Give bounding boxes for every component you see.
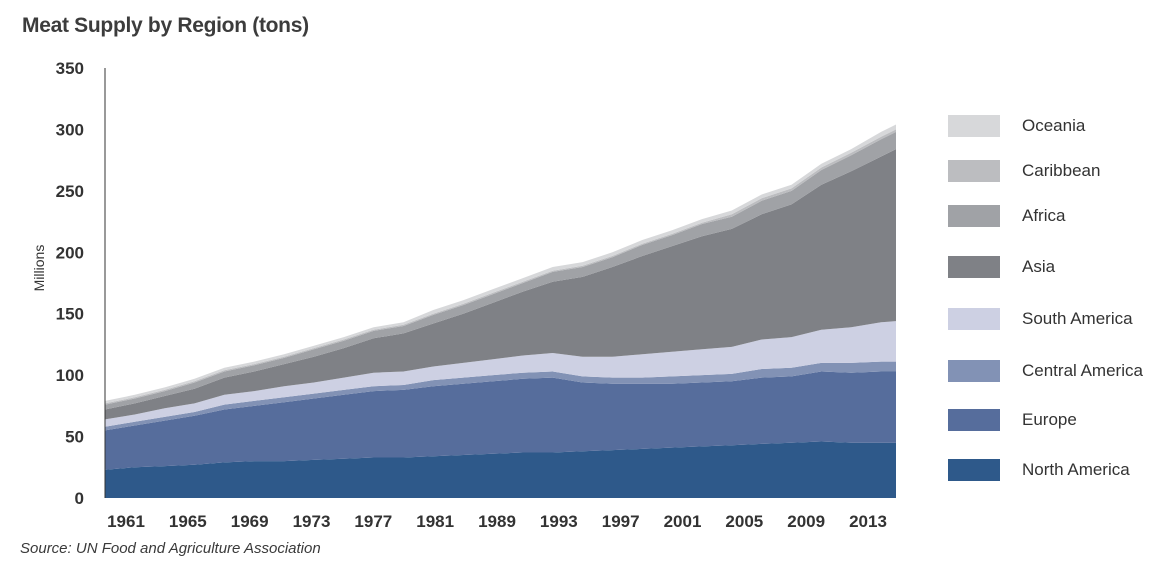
legend-label: Caribbean <box>1022 161 1101 180</box>
legend: Oceania Caribbean Africa Asia South America C… <box>948 0 1148 520</box>
legend-label: North America <box>1022 460 1130 479</box>
x-tick-label: 2001 <box>664 512 702 531</box>
x-tick-label: 1977 <box>354 512 392 531</box>
source-note: Source: UN Food and Agriculture Associat… <box>20 540 321 557</box>
y-tick-labels: 0 50 100 150 200 250 300 350 <box>56 59 84 508</box>
area-europe <box>105 371 896 470</box>
x-tick-label: 2013 <box>849 512 887 531</box>
y-axis-label: Millions <box>31 245 47 292</box>
x-tick-label: 2005 <box>725 512 763 531</box>
chart-areas <box>105 124 896 498</box>
legend-label: Europe <box>1022 410 1077 429</box>
y-tick-label: 150 <box>56 305 84 324</box>
legend-item-central-america: Central America <box>948 360 1143 382</box>
legend-label: Oceania <box>1022 116 1086 135</box>
legend-swatch <box>948 160 1000 182</box>
y-tick-label: 100 <box>56 366 84 385</box>
x-tick-label: 1993 <box>540 512 578 531</box>
legend-item-europe: Europe <box>948 409 1077 431</box>
area-north-america <box>105 441 896 498</box>
area-asia <box>105 149 896 420</box>
legend-swatch <box>948 115 1000 137</box>
y-tick-label: 0 <box>75 489 84 508</box>
legend-label: Africa <box>1022 206 1066 225</box>
legend-label: South America <box>1022 309 1133 328</box>
legend-item-caribbean: Caribbean <box>948 160 1100 182</box>
legend-swatch <box>948 409 1000 431</box>
x-tick-label: 1973 <box>293 512 331 531</box>
x-tick-label: 1989 <box>478 512 516 531</box>
y-tick-label: 50 <box>65 428 84 447</box>
legend-swatch <box>948 308 1000 330</box>
legend-item-asia: Asia <box>948 256 1055 278</box>
x-tick-label: 1965 <box>169 512 207 531</box>
legend-item-south-america: South America <box>948 308 1133 330</box>
area-south-america <box>105 321 896 427</box>
legend-item-africa: Africa <box>948 205 1065 227</box>
y-tick-label: 250 <box>56 182 84 201</box>
area-central-america <box>105 361 896 431</box>
legend-swatch <box>948 256 1000 278</box>
x-tick-label: 1981 <box>416 512 454 531</box>
y-tick-label: 200 <box>56 243 84 262</box>
legend-item-north-america: North America <box>948 459 1130 481</box>
x-tick-label: 1961 <box>107 512 145 531</box>
x-tick-labels: 1961 1965 1969 1973 1977 1981 1989 1993 1997 2001… <box>107 512 887 531</box>
legend-swatch <box>948 205 1000 227</box>
x-tick-label: 2009 <box>787 512 825 531</box>
x-tick-label: 1969 <box>231 512 269 531</box>
legend-swatch <box>948 360 1000 382</box>
x-tick-label: 1997 <box>602 512 640 531</box>
legend-label: Central America <box>1022 361 1143 380</box>
legend-label: Asia <box>1022 257 1056 276</box>
y-tick-label: 350 <box>56 59 84 78</box>
y-tick-label: 300 <box>56 120 84 139</box>
legend-item-oceania: Oceania <box>948 115 1085 137</box>
chart-title: Meat Supply by Region (tons) <box>22 14 309 37</box>
legend-swatch <box>948 459 1000 481</box>
